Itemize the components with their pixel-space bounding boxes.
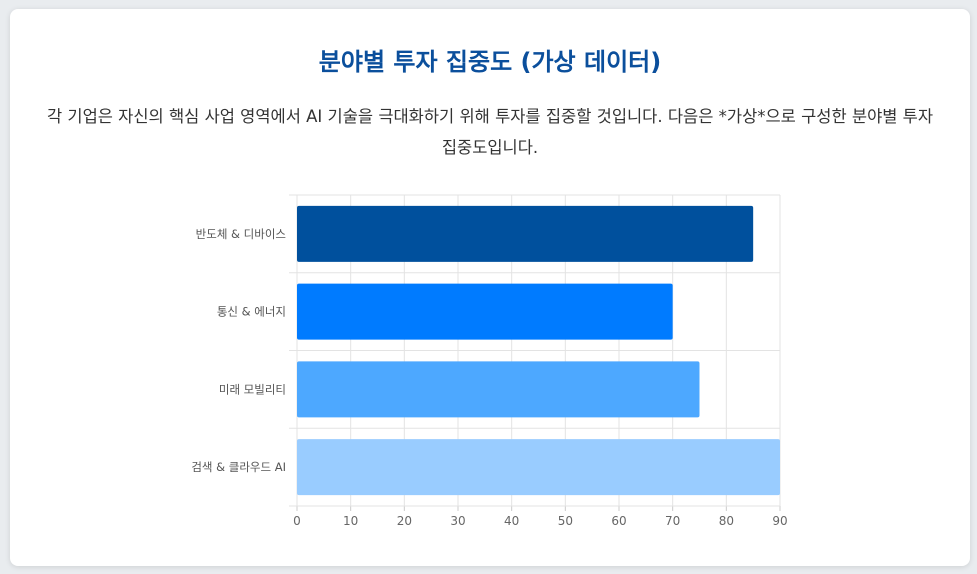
chart-card: 분야별 투자 집중도 (가상 데이터) 각 기업은 자신의 핵심 사업 영역에서… (10, 9, 970, 566)
bar (297, 205, 754, 262)
bar (297, 361, 700, 418)
y-category-label: 미래 모빌리티 (219, 382, 286, 396)
x-tick-label: 60 (611, 514, 626, 528)
page-description: 각 기업은 자신의 핵심 사업 영역에서 AI 기술을 극대화하기 위해 투자를… (46, 107, 934, 157)
x-tick-label: 40 (504, 514, 519, 528)
bar (297, 439, 780, 496)
x-tick-label: 0 (293, 514, 301, 528)
x-tick-label: 30 (450, 514, 465, 528)
x-tick-label: 80 (719, 514, 734, 528)
x-tick-label: 50 (558, 514, 573, 528)
x-tick-label: 70 (665, 514, 680, 528)
x-tick-label: 90 (772, 514, 787, 528)
y-category-label: 반도체 & 디바이스 (196, 227, 286, 241)
y-category-label: 통신 & 에너지 (217, 305, 286, 319)
x-tick-label: 20 (397, 514, 412, 528)
x-tick-label: 10 (343, 514, 358, 528)
page-title: 분야별 투자 집중도 (가상 데이터) (318, 48, 662, 76)
y-category-label: 검색 & 클라우드 AI (191, 460, 286, 474)
bar (297, 283, 673, 340)
